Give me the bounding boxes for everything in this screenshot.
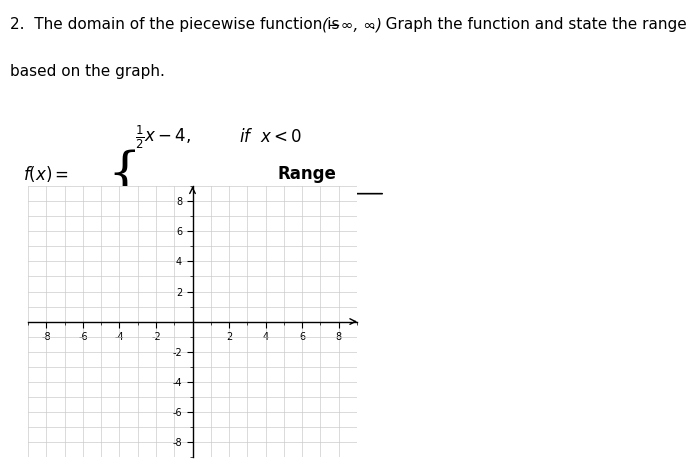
- Text: $\mathit{if}\ \ x < 0$: $\mathit{if}\ \ x < 0$: [239, 128, 302, 146]
- Text: .  Graph the function and state the range: . Graph the function and state the range: [371, 18, 687, 33]
- Text: (−∞, ∞): (−∞, ∞): [322, 18, 382, 33]
- Text: $-8,$: $-8,$: [134, 205, 165, 224]
- Text: Range: Range: [277, 165, 336, 183]
- Text: $\frac{1}{2}x - 4,$: $\frac{1}{2}x - 4,$: [134, 123, 191, 151]
- Text: $f(x) =$: $f(x) =$: [23, 164, 69, 184]
- Text: 2.  The domain of the piecewise function is: 2. The domain of the piecewise function …: [10, 18, 340, 33]
- Text: {: {: [108, 149, 141, 200]
- Text: $\mathit{if}\ \ x \geq 0$: $\mathit{if}\ \ x \geq 0$: [239, 206, 302, 224]
- Text: based on the graph.: based on the graph.: [10, 64, 165, 79]
